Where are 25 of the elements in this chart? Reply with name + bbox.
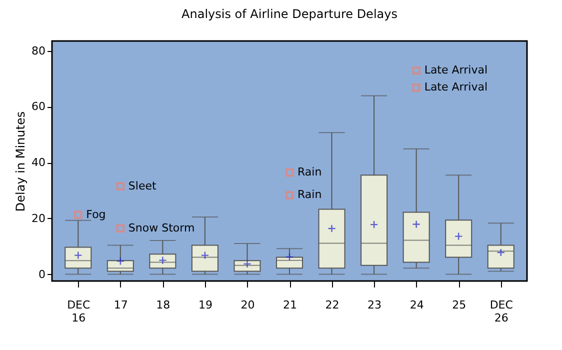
x-tick-label: DEC 16 xyxy=(67,298,90,324)
annotation: Rain xyxy=(298,166,322,179)
y-tick-label: 40 xyxy=(32,156,46,170)
x-tick-label: DEC 26 xyxy=(490,298,514,324)
annotation: Fog xyxy=(86,208,106,221)
annotation: Sleet xyxy=(128,179,157,192)
annotation: Snow Storm xyxy=(128,221,195,234)
x-tick-label: 20 xyxy=(240,298,255,312)
chart-title: Analysis of Airline Departure Delays xyxy=(182,7,398,21)
x-tick-label: 17 xyxy=(114,298,128,312)
x-tick-label: 25 xyxy=(452,298,466,312)
y-axis-title: Delay in Minutes xyxy=(14,111,28,212)
y-tick-label: 80 xyxy=(32,44,46,58)
x-tick-label: 23 xyxy=(368,298,382,312)
x-tick-label: 19 xyxy=(198,298,212,312)
annotation: Late Arrival xyxy=(424,80,488,94)
x-tick-label: 22 xyxy=(325,298,340,312)
x-tick-label: 21 xyxy=(283,298,297,312)
y-tick-label: 60 xyxy=(32,100,46,114)
annotation: Late Arrival xyxy=(424,64,488,77)
x-tick-label: 24 xyxy=(410,298,424,312)
x-tick-label: 18 xyxy=(156,298,170,312)
annotation: Rain xyxy=(298,188,322,202)
y-tick-label: 20 xyxy=(32,212,46,225)
y-tick-label: 0 xyxy=(38,268,46,281)
